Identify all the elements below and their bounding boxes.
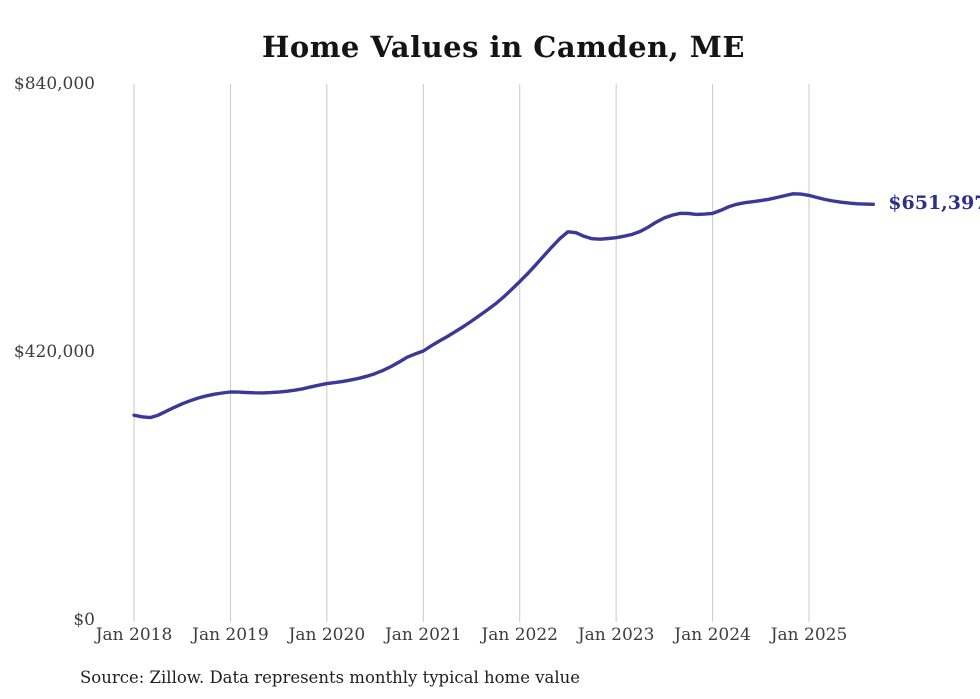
source-note: Source: Zillow. Data represents monthly …	[80, 668, 581, 687]
end-value-label: $651,397	[888, 192, 980, 215]
home-value-line	[132, 192, 875, 420]
y-tick-label: $840,000	[13, 74, 95, 94]
x-tick-label: Jan 2023	[577, 625, 655, 645]
x-tick-label: Jan 2025	[770, 625, 848, 645]
y-tick-label: $420,000	[13, 342, 95, 362]
x-tick-label: Jan 2021	[384, 625, 462, 645]
chart-title: Home Values in Camden, ME	[261, 30, 746, 64]
x-tick-label: Jan 2018	[95, 625, 173, 645]
x-tick-label: Jan 2024	[674, 625, 751, 645]
x-tick-label: Jan 2020	[288, 625, 366, 645]
y-tick-label: $0	[73, 610, 95, 630]
x-tick-label: Jan 2019	[192, 625, 269, 645]
gridlines	[133, 84, 810, 622]
x-tick-label: Jan 2022	[481, 625, 558, 645]
